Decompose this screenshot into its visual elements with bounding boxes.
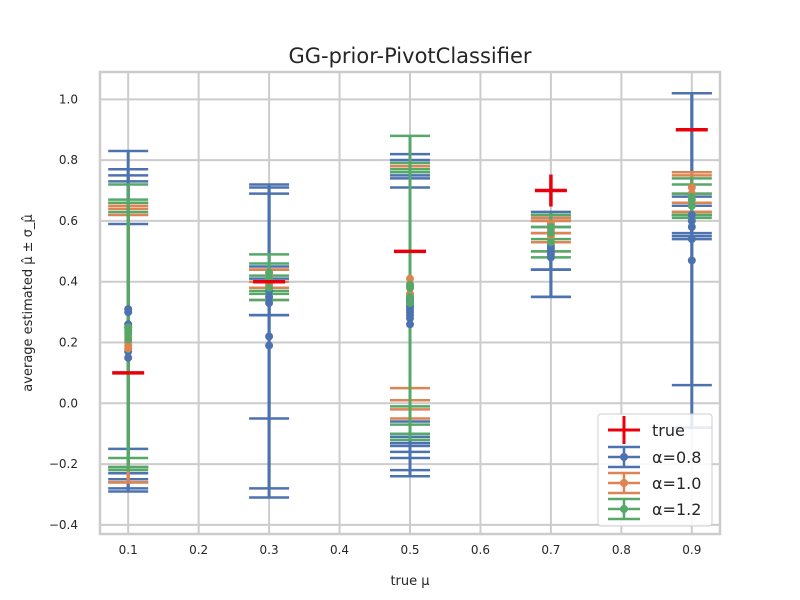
x-tick-label: 0.4	[330, 543, 349, 557]
data-point	[124, 335, 133, 344]
y-tick-label: −0.4	[49, 518, 78, 532]
data-point	[687, 235, 696, 244]
x-tick-label: 0.8	[612, 543, 631, 557]
legend-label-alpha-1-0: α=1.0	[652, 474, 701, 493]
legend-label-alpha-1-2: α=1.2	[652, 500, 701, 519]
y-tick-label: 0.4	[59, 275, 78, 289]
data-point	[687, 201, 696, 210]
data-marks	[108, 92, 712, 499]
data-point	[406, 299, 414, 307]
y-tick-label: 0.0	[59, 396, 78, 410]
data-point	[406, 292, 414, 301]
legend: true α=0.8 α=1.0 α=1.2	[597, 413, 713, 527]
x-axis-label: true μ	[390, 574, 429, 589]
x-tick-label: 0.2	[189, 543, 208, 557]
data-point	[406, 311, 414, 320]
data-point	[124, 353, 133, 362]
data-point	[687, 192, 696, 201]
x-tick-label: 0.7	[541, 543, 560, 557]
data-point	[687, 256, 696, 265]
y-tick-label: −0.2	[49, 457, 78, 471]
x-tick-label: 0.5	[400, 543, 419, 557]
y-tick-label: 0.2	[59, 336, 78, 350]
data-point	[687, 223, 696, 232]
x-tick-label: 0.6	[471, 543, 490, 557]
plot-frame	[98, 70, 722, 536]
legend-entry-alpha-1-2: α=1.2	[608, 497, 701, 521]
chart-title: GG-prior-PivotClassifier	[288, 44, 531, 68]
data-point	[265, 283, 274, 292]
data-point	[124, 308, 133, 317]
y-tick-labels: −0.4 −0.2 0.0 0.2 0.4 0.6 0.8 1.0	[49, 92, 78, 532]
data-point	[687, 216, 696, 225]
data-point	[546, 223, 555, 232]
legend-entry-alpha-0-8: α=0.8	[608, 445, 701, 469]
data-point	[265, 332, 274, 341]
data-point	[124, 326, 133, 335]
y-tick-label: 0.8	[59, 153, 78, 167]
y-axis-label: average estimated μ̂ ± σ_μ̂	[21, 214, 36, 391]
true-markers	[112, 128, 708, 375]
y-tick-label: 0.6	[59, 214, 78, 228]
data-point	[265, 341, 274, 350]
data-point	[124, 341, 133, 350]
legend-entry-alpha-1-0: α=1.0	[608, 471, 701, 495]
x-tick-labels: 0.1 0.2 0.3 0.4 0.5 0.6 0.7 0.8 0.9	[119, 543, 702, 557]
x-tick-label: 0.1	[119, 543, 138, 557]
data-point	[406, 280, 414, 289]
data-point	[687, 183, 696, 192]
data-point	[265, 268, 274, 277]
x-tick-label: 0.9	[682, 543, 701, 557]
data-point	[265, 292, 274, 301]
data-point	[265, 299, 274, 307]
data-point	[546, 229, 555, 238]
data-point	[406, 320, 414, 329]
legend-entry-true: true	[608, 416, 685, 444]
legend-label-alpha-0-8: α=0.8	[652, 448, 701, 467]
x-tick-label: 0.3	[260, 543, 279, 557]
legend-label-true: true	[652, 421, 685, 440]
y-tick-label: 1.0	[59, 92, 78, 106]
data-point	[546, 238, 555, 247]
data-point	[406, 274, 414, 283]
data-point	[687, 210, 696, 219]
